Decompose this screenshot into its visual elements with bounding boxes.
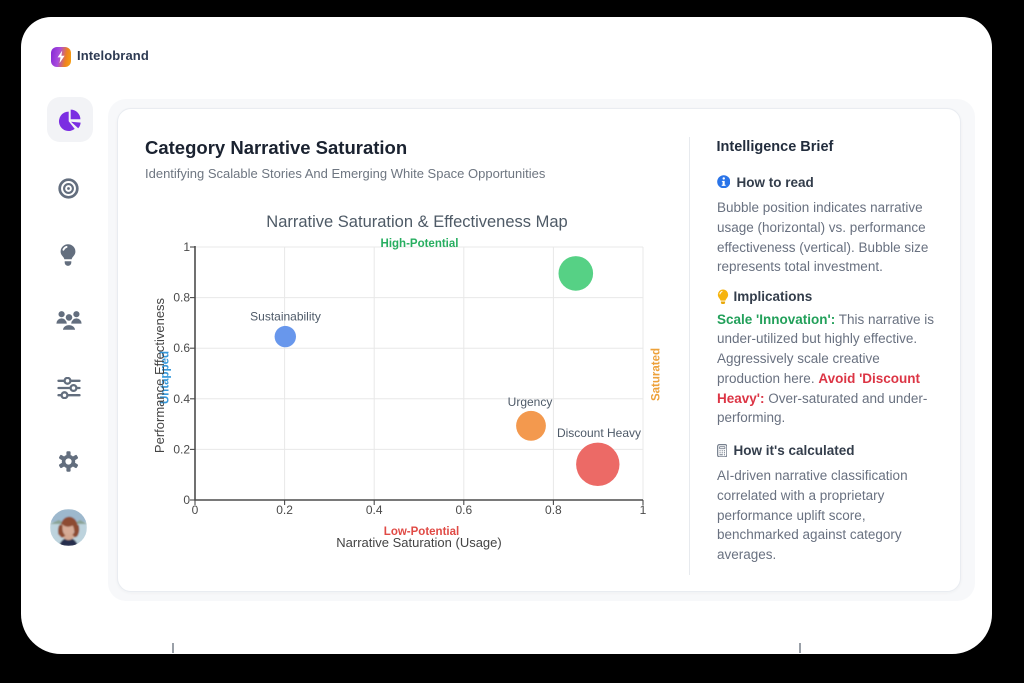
- svg-text:0.6: 0.6: [173, 341, 190, 355]
- svg-text:0.4: 0.4: [366, 503, 383, 517]
- svg-text:Narrative Saturation & Effecti: Narrative Saturation & Effectiveness Map: [266, 213, 567, 231]
- svg-text:0.8: 0.8: [173, 291, 190, 305]
- svg-text:Untapped: Untapped: [160, 351, 172, 404]
- svg-text:0: 0: [183, 493, 190, 507]
- svg-text:1: 1: [183, 240, 190, 254]
- svg-text:1: 1: [640, 503, 647, 517]
- svg-text:Saturated: Saturated: [651, 348, 663, 401]
- svg-text:0.4: 0.4: [173, 392, 190, 406]
- svg-text:0.2: 0.2: [276, 503, 293, 517]
- svg-text:Sustainability: Sustainability: [250, 310, 321, 324]
- svg-text:High-Potential: High-Potential: [381, 238, 459, 250]
- svg-text:0.2: 0.2: [173, 442, 190, 456]
- svg-text:Discount Heavy: Discount Heavy: [557, 426, 641, 440]
- svg-text:Narrative Saturation (Usage): Narrative Saturation (Usage): [336, 535, 501, 550]
- svg-text:Performance Effectiveness: Performance Effectiveness: [152, 297, 167, 453]
- svg-text:Urgency: Urgency: [508, 395, 553, 409]
- svg-text:0: 0: [192, 503, 199, 517]
- svg-text:0.8: 0.8: [545, 503, 562, 517]
- svg-text:Low-Potential: Low-Potential: [384, 526, 459, 538]
- svg-text:0.6: 0.6: [455, 503, 472, 517]
